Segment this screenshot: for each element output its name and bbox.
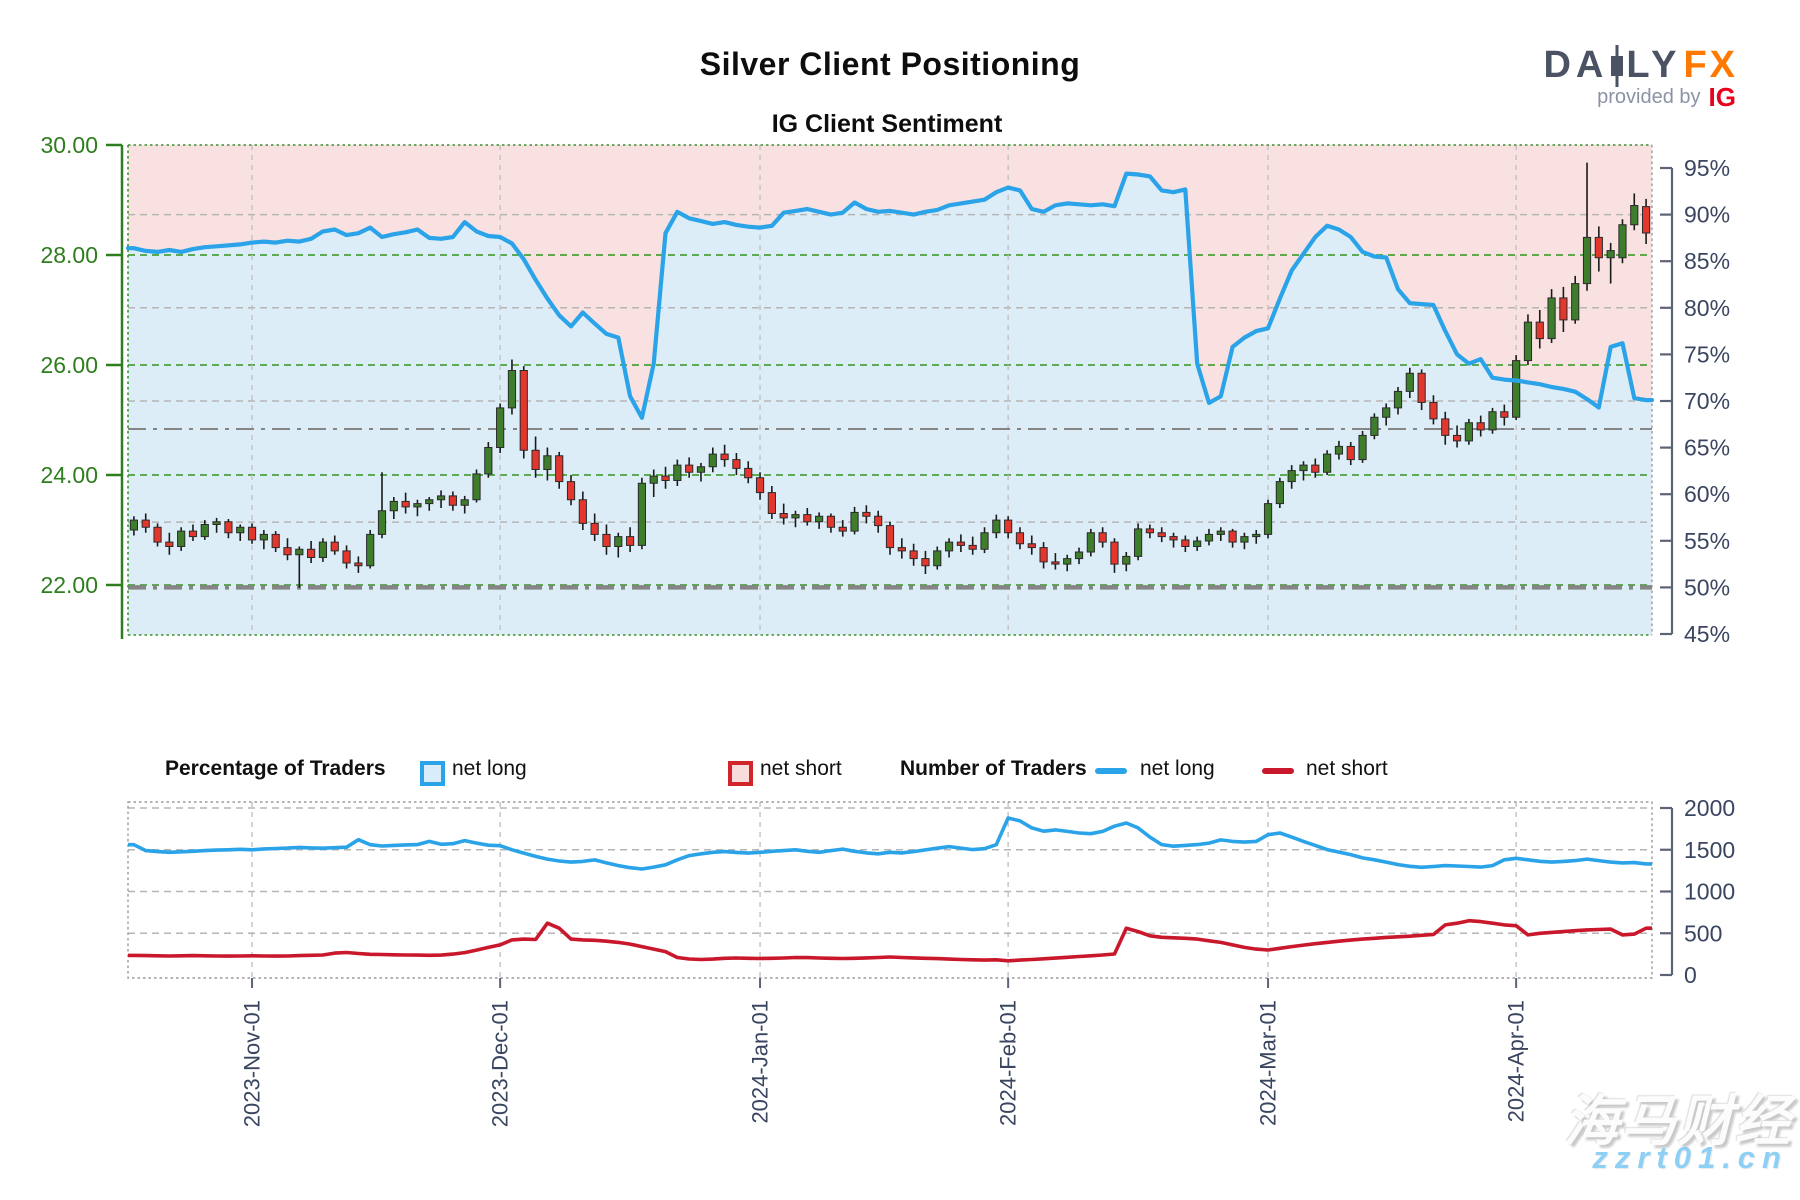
svg-text:45%: 45% — [1684, 621, 1730, 647]
logo-tagline: provided by IG — [1597, 82, 1736, 113]
plot-borders — [127, 144, 1653, 979]
sentiment-line — [125, 171, 1655, 420]
legend-num-net-long-label: net long — [1140, 757, 1215, 780]
watermark-brand: 海马财经 — [1563, 1090, 1792, 1152]
svg-text:65%: 65% — [1684, 435, 1730, 461]
svg-text:2000: 2000 — [1684, 795, 1735, 821]
svg-text:2024-Feb-01: 2024-Feb-01 — [996, 1000, 1021, 1126]
traders-lines — [128, 816, 1652, 963]
legend-pct-net-short-label: net short — [760, 757, 842, 780]
chart-subtitle: IG Client Sentiment — [771, 110, 1003, 138]
svg-text:26.00: 26.00 — [40, 352, 98, 378]
svg-text:55%: 55% — [1684, 528, 1730, 554]
legend-percentage-of-traders-label: Percentage of Traders — [165, 757, 386, 780]
net-short-square-swatch — [728, 761, 753, 786]
svg-text:24.00: 24.00 — [40, 462, 98, 488]
svg-text:2024-Jan-01: 2024-Jan-01 — [748, 1000, 773, 1124]
ig-logo: IG — [1708, 82, 1736, 112]
net-long-line — [128, 816, 1652, 871]
svg-text:22.00: 22.00 — [40, 572, 98, 598]
svg-text:30.00: 30.00 — [40, 132, 98, 158]
svg-text:50%: 50% — [1684, 574, 1730, 600]
logo-text-fx: FX — [1683, 44, 1738, 86]
svg-text:90%: 90% — [1684, 202, 1730, 228]
svg-text:80%: 80% — [1684, 295, 1730, 321]
svg-text:60%: 60% — [1684, 481, 1730, 507]
legend-num-net-short-label: net short — [1306, 757, 1388, 780]
net-long-square-swatch — [420, 761, 445, 786]
dailyfx-logo: DA LY FX — [1543, 44, 1738, 87]
svg-text:70%: 70% — [1684, 388, 1730, 414]
svg-text:500: 500 — [1684, 920, 1722, 946]
page-title: Silver Client Positioning — [699, 46, 1081, 82]
svg-text:85%: 85% — [1684, 248, 1730, 274]
svg-text:2023-Nov-01: 2023-Nov-01 — [240, 1000, 265, 1127]
watermark-url: zzrt01.cn — [1592, 1140, 1788, 1175]
reference-lines — [128, 427, 1652, 590]
provided-by-text: provided by — [1597, 86, 1701, 108]
net-long-line-swatch — [1095, 768, 1127, 774]
svg-text:2024-Apr-01: 2024-Apr-01 — [1504, 1000, 1529, 1122]
svg-text:95%: 95% — [1684, 155, 1730, 181]
logo-candlestick-icon — [1611, 44, 1624, 87]
net-short-line — [128, 918, 1652, 963]
svg-text:2023-Dec-01: 2023-Dec-01 — [488, 1000, 513, 1127]
svg-text:0: 0 — [1684, 962, 1697, 988]
legend-pct-net-long-label: net long — [452, 757, 527, 780]
axes: 30.00 28.00 26.00 24.00 22.00 95% 90% 85% 80% 75%… — [40, 132, 1735, 988]
svg-text:75%: 75% — [1684, 341, 1730, 367]
svg-text:2024-Mar-01: 2024-Mar-01 — [1256, 1000, 1281, 1126]
x-axis-labels: 2023-Nov-01 2023-Dec-01 2024-Jan-01 2024-Fe… — [240, 978, 1529, 1127]
svg-text:1500: 1500 — [1684, 837, 1735, 863]
logo-text-left: DA — [1543, 44, 1609, 86]
logo-text-right: LY — [1626, 44, 1682, 86]
svg-text:1000: 1000 — [1684, 879, 1735, 905]
svg-text:28.00: 28.00 — [40, 242, 98, 268]
legend-number-of-traders-label: Number of Traders — [900, 757, 1087, 780]
net-short-line-swatch — [1262, 768, 1294, 774]
price-candles — [129, 162, 1651, 588]
